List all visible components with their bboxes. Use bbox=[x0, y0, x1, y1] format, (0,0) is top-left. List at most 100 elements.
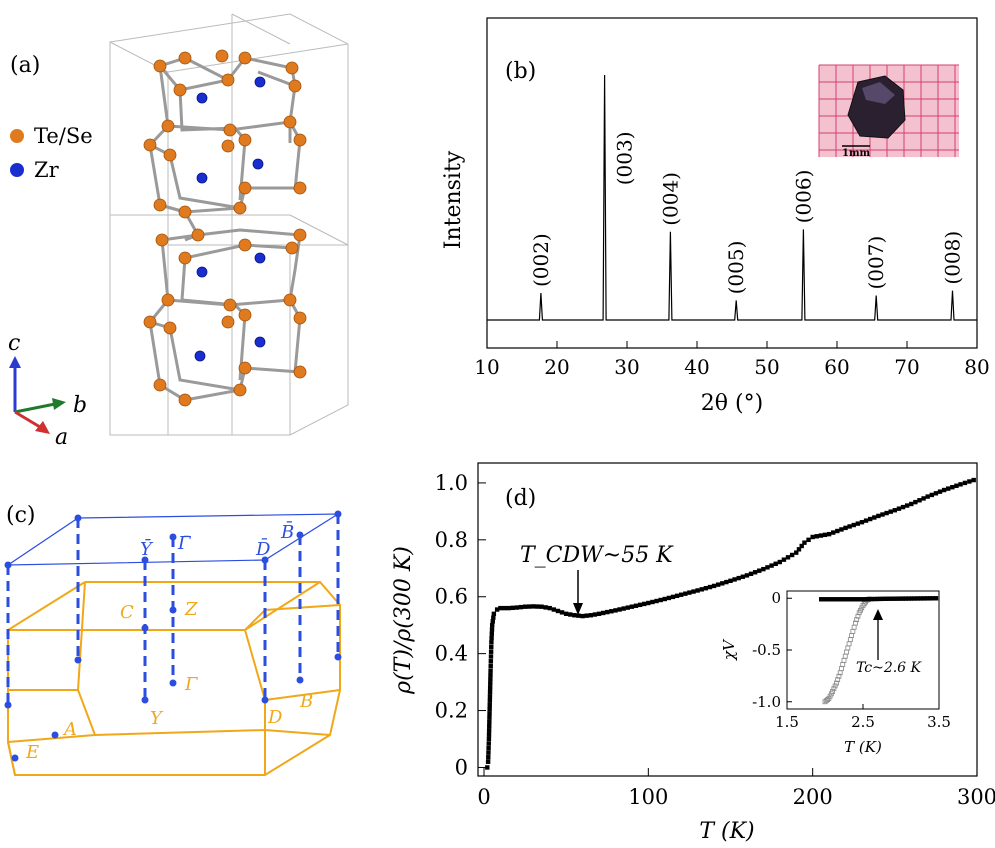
resistivity-point bbox=[796, 547, 802, 552]
resistivity-point bbox=[748, 571, 754, 577]
surface-point-b-label: B̄ bbox=[280, 520, 294, 543]
inset-fc-point bbox=[843, 597, 849, 602]
resistivity-y-tick-label: 1.0 bbox=[435, 471, 468, 495]
bulk-point-a-label: A bbox=[62, 719, 77, 740]
resistivity-point bbox=[486, 732, 492, 737]
xrd-x-tick-label: 20 bbox=[544, 355, 569, 379]
xrd-peak-label: (003) bbox=[613, 131, 637, 185]
resistivity-point bbox=[773, 561, 778, 567]
resistivity-point bbox=[596, 611, 602, 617]
inset-y-tick-label: 0 bbox=[771, 589, 781, 607]
tc-arrowhead bbox=[873, 609, 883, 620]
resistivity-x-tick-label: 100 bbox=[628, 785, 668, 809]
resistivity-point bbox=[486, 750, 491, 755]
resistivity-point bbox=[711, 583, 717, 589]
resistivity-point bbox=[633, 603, 639, 608]
resistivity-point bbox=[488, 659, 494, 664]
xrd-x-tick-label: 70 bbox=[894, 355, 919, 379]
resistivity-point bbox=[810, 534, 815, 540]
bulk-point-z-label: Z bbox=[184, 599, 198, 620]
a-axis-label: a bbox=[55, 425, 68, 450]
cdw-annotation: T_CDW~55 K bbox=[520, 543, 674, 568]
inset-frame bbox=[786, 590, 940, 710]
resistivity-point bbox=[491, 611, 497, 617]
resistivity-point bbox=[487, 698, 493, 703]
inset-fc-point bbox=[880, 596, 886, 602]
resistivity-y-axis-label: ρ(T)/ρ(300 K) bbox=[391, 546, 416, 695]
inset-fc-point bbox=[912, 596, 917, 601]
resistivity-point bbox=[950, 484, 955, 490]
resistivity-point bbox=[958, 482, 963, 487]
resistivity-point bbox=[761, 566, 766, 572]
resistivity-point bbox=[724, 579, 729, 585]
xrd-x-axis-label: 2θ (°) bbox=[701, 391, 763, 416]
inset-y-axis-label: χV bbox=[720, 638, 738, 661]
resistivity-point bbox=[486, 741, 491, 746]
resistivity-point bbox=[777, 559, 782, 565]
inset-fc-point bbox=[930, 596, 936, 601]
inset-fc-point bbox=[863, 597, 869, 602]
resistivity-point bbox=[937, 489, 943, 494]
high-symmetry-points bbox=[4, 510, 342, 762]
resistivity-y-tick-label: 0.6 bbox=[435, 585, 468, 609]
resistivity-point bbox=[650, 599, 655, 605]
resistivity-point bbox=[506, 605, 511, 611]
inset-fc-point bbox=[834, 597, 840, 602]
resistivity-point bbox=[962, 480, 968, 486]
resistivity-point bbox=[744, 573, 750, 578]
resistivity-x-tick-label: 0 bbox=[477, 785, 490, 809]
resistivity-y-tick-label: 0.2 bbox=[435, 699, 468, 723]
resistivity-point bbox=[543, 605, 548, 610]
resistivity-point bbox=[662, 596, 667, 602]
bulk-point-d-label: D bbox=[267, 707, 283, 728]
tc-annotation: Tc~2.6 K bbox=[856, 660, 923, 676]
inset-fc-point bbox=[933, 596, 939, 601]
resistivity-point bbox=[752, 570, 758, 575]
xrd-peak-label: (006) bbox=[791, 170, 815, 224]
resistivity-point bbox=[967, 479, 972, 484]
resistivity-point bbox=[487, 689, 493, 695]
resistivity-point bbox=[502, 605, 507, 611]
atomic-bonds bbox=[147, 56, 302, 402]
resistivity-point bbox=[490, 619, 495, 624]
inset-fc-point bbox=[883, 596, 888, 601]
resistivity-point bbox=[486, 745, 491, 751]
bulk-point-c-label: C bbox=[120, 602, 134, 623]
inset-fc-point bbox=[849, 597, 854, 602]
zr-legend-label: Zr bbox=[34, 158, 60, 182]
resistivity-point bbox=[683, 591, 688, 596]
resistivity-point bbox=[946, 486, 951, 491]
resistivity-point bbox=[666, 595, 672, 601]
resistivity-point bbox=[576, 613, 581, 618]
resistivity-point bbox=[781, 557, 787, 562]
resistivity-point bbox=[941, 487, 947, 493]
resistivity-point bbox=[487, 685, 493, 690]
resistivity-point bbox=[691, 589, 696, 594]
inset-fc-point bbox=[857, 597, 863, 602]
inset-fc-point bbox=[875, 596, 880, 602]
resistivity-point bbox=[855, 521, 861, 526]
inset-fc-point bbox=[819, 597, 824, 602]
resistivity-point bbox=[806, 537, 811, 543]
inset-y-tick-label: -1.0 bbox=[752, 693, 781, 711]
inset-x-axis-label: T (K) bbox=[844, 738, 882, 756]
bulk-point-labels: C Z Γ Y D B A E bbox=[25, 599, 313, 763]
resistivity-point bbox=[917, 498, 922, 503]
panel-a-label: (a) bbox=[10, 53, 40, 78]
resistivity-point bbox=[487, 719, 492, 725]
resistivity-point bbox=[489, 640, 494, 645]
xrd-plot-frame bbox=[486, 17, 978, 349]
cdw-arrowhead bbox=[573, 603, 583, 615]
resistivity-point bbox=[498, 605, 503, 611]
resistivity-point bbox=[904, 503, 910, 508]
inset-fc-point bbox=[903, 596, 908, 601]
resistivity-point bbox=[933, 491, 939, 496]
crystal-reflection bbox=[862, 82, 895, 104]
inset-fc-point bbox=[825, 597, 830, 602]
resistivity-point bbox=[522, 604, 528, 609]
resistivity-point bbox=[547, 605, 552, 611]
panel-d: 0 100 200 300 0 0.2 0.4 0.6 0.8 1.0 (d) ρ(T)/ρ(30… bbox=[391, 462, 995, 844]
inset-zfc-point bbox=[858, 607, 863, 613]
inset-fc-point bbox=[906, 596, 911, 601]
inset-fc-point bbox=[869, 596, 874, 602]
